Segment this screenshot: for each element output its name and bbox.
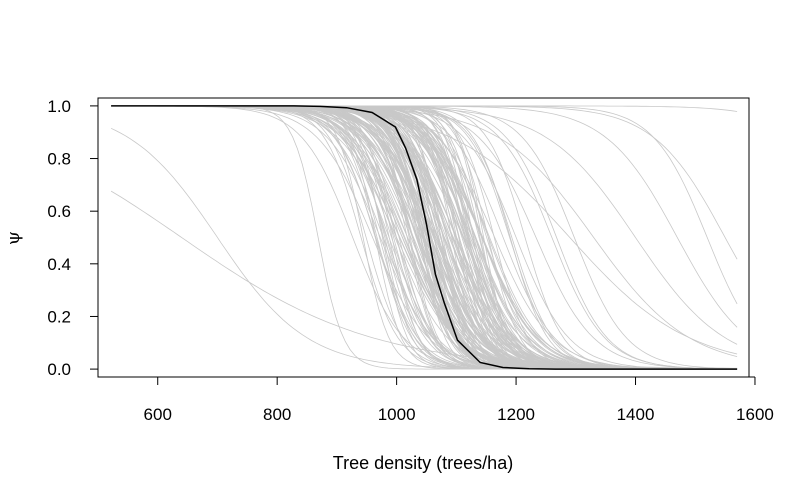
posterior-draw-line [110, 190, 738, 369]
x-axis: 600 800 1000 1200 1400 1600 [144, 376, 774, 424]
y-tick-label: 1.0 [47, 97, 71, 116]
y-tick-label: 0.6 [47, 202, 71, 221]
x-tick-label: 1400 [617, 405, 655, 424]
y-tick-label: 0.0 [47, 360, 71, 379]
x-tick-label: 1200 [497, 405, 535, 424]
y-tick-label: 0.4 [47, 255, 71, 274]
x-tick-label: 1600 [736, 405, 774, 424]
y-axis: 0.0 0.2 0.4 0.6 0.8 1.0 [47, 97, 99, 379]
posterior-draw-curves [110, 105, 738, 370]
x-tick-label: 1000 [378, 405, 416, 424]
mean-curve [111, 105, 738, 370]
x-tick-label: 800 [263, 405, 291, 424]
y-tick-label: 0.8 [47, 150, 71, 169]
x-axis-title: Tree density (trees/ha) [333, 453, 513, 473]
y-axis-title: ψ [3, 231, 24, 245]
y-tick-label: 0.2 [47, 307, 71, 326]
x-tick-label: 600 [144, 405, 172, 424]
